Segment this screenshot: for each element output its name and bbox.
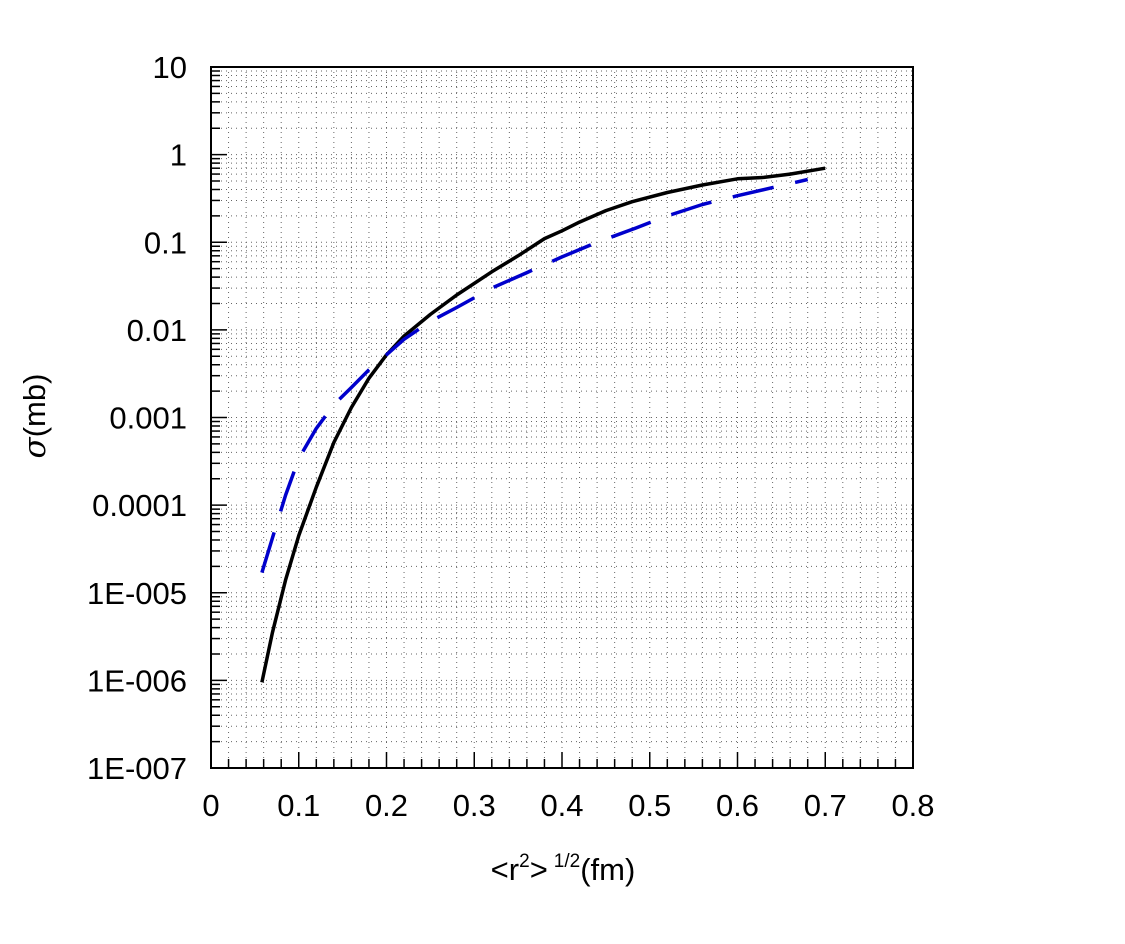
x-tick-label: 0.8 — [891, 788, 934, 823]
x-tick-label: 0.6 — [716, 788, 759, 823]
y-tick-label: 0.1 — [144, 225, 187, 260]
series-line-1 — [260, 166, 826, 683]
y-tick-label: 10 — [153, 50, 187, 85]
series-layer — [260, 166, 826, 683]
x-tick-label: 0 — [202, 788, 219, 823]
axis-ticks — [210, 70, 914, 769]
x-axis-title-suffix: (fm) — [580, 852, 635, 887]
x-tick-label: 0.3 — [453, 788, 496, 823]
y-tick-label: 1E-006 — [87, 663, 187, 698]
grid — [211, 67, 913, 768]
series-line-2 — [260, 177, 809, 574]
x-axis-title-sup2: 1/2 — [554, 851, 580, 872]
y-tick-label: 1 — [170, 138, 187, 173]
y-tick-label: 0.0001 — [92, 488, 187, 523]
x-tick-label: 0.1 — [277, 788, 320, 823]
y-tick-label: 1E-007 — [87, 751, 187, 786]
x-tick-label: 0.2 — [365, 788, 408, 823]
x-axis-title-mid: > — [530, 852, 548, 887]
x-axis-title-prefix: <r — [491, 852, 519, 887]
x-tick-label: 0.7 — [804, 788, 847, 823]
y-tick-label: 1E-005 — [87, 576, 187, 611]
x-tick-labels: 0 0.1 0.2 0.3 0.4 0.5 0.6 0.7 0.8 — [202, 788, 934, 823]
x-axis-title-sup1: 2 — [519, 851, 530, 872]
y-axis-title-suffix: (mb) — [17, 374, 52, 438]
x-tick-label: 0.4 — [540, 788, 583, 823]
y-tick-label: 0.001 — [109, 401, 187, 436]
y-axis-title-symbol: σ — [17, 436, 53, 458]
x-tick-label: 0.5 — [628, 788, 671, 823]
y-axis-title: σ(mb) — [17, 374, 53, 459]
x-axis-title: <r2> 1/2(fm) — [491, 851, 636, 887]
y-tick-labels: 1E-007 1E-006 1E-005 0.0001 0.001 0.01 0.1 1 10 — [87, 50, 187, 786]
y-tick-label: 0.01 — [127, 313, 187, 348]
